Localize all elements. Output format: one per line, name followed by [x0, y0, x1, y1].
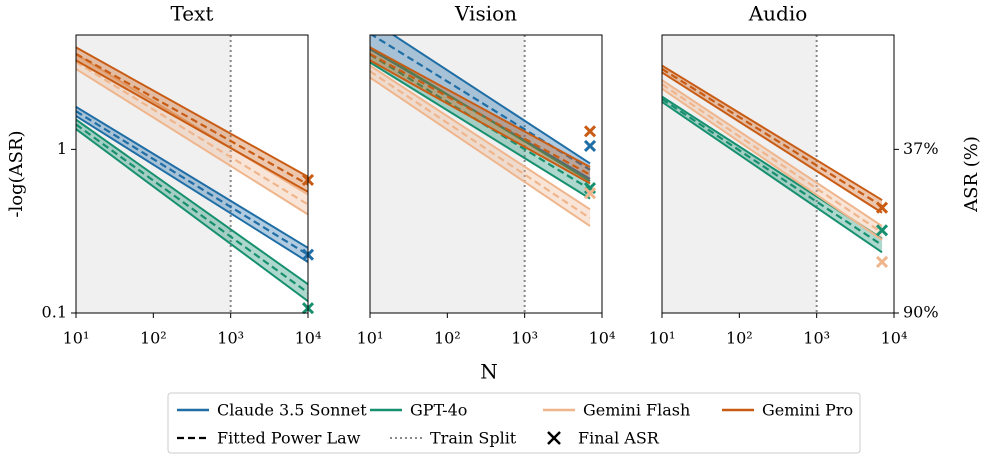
band-edge: [662, 64, 883, 201]
x-tick-label: 10⁴: [295, 329, 322, 348]
axes-frame: [661, 34, 895, 314]
band-edge: [370, 46, 591, 168]
legend-label: Gemini Pro: [762, 401, 853, 420]
final-asr-marker: [875, 255, 889, 269]
x-tick-label: 10⁴: [881, 329, 908, 348]
final-asr-marker: [583, 187, 597, 200]
axes-frame: [369, 34, 603, 314]
band-edge: [370, 61, 591, 200]
final-asr-marker: [583, 139, 597, 152]
fitted-line: [662, 83, 883, 234]
x-tick-label: 10⁴: [589, 329, 616, 348]
confidence-band: [76, 119, 308, 302]
confidence-band: [370, 47, 591, 199]
y-tick-label: 0.1: [42, 303, 67, 322]
y2-tick-label: 90%: [903, 303, 939, 322]
band-edge: [76, 59, 308, 193]
confidence-band: [662, 65, 883, 213]
panel-title: Audio: [748, 2, 808, 26]
band-edge: [76, 118, 308, 286]
legend-label: Train Split: [430, 429, 517, 448]
panel-title: Text: [171, 2, 214, 26]
x-tick-label: 10²: [726, 329, 753, 348]
confidence-band: [662, 80, 883, 240]
x-tick-label: 10¹: [357, 329, 384, 348]
band-edge: [76, 115, 308, 263]
legend-swatch: [547, 431, 561, 445]
plot-area: [76, 35, 308, 313]
y-axis-label: -log(ASR): [6, 130, 27, 217]
legend-box: [167, 392, 861, 454]
plot-area: [662, 35, 883, 313]
legend-label: GPT-4o: [410, 401, 467, 420]
x-tick-label: 10¹: [649, 329, 676, 348]
fitted-line: [370, 53, 591, 191]
band-edge: [662, 71, 883, 214]
band-edge: [662, 79, 883, 227]
band-edge: [370, 59, 591, 185]
legend-label: Fitted Power Law: [217, 429, 361, 448]
fitted-line: [370, 70, 591, 220]
panel-title: Vision: [454, 2, 517, 26]
band-edge: [391, 35, 591, 165]
legend-label: Claude 3.5 Sonnet: [217, 401, 367, 420]
band-edge: [76, 46, 308, 178]
x-tick-label: 10³: [217, 329, 244, 348]
y2-tick-label: 37%: [903, 139, 939, 158]
band-edge: [370, 64, 591, 211]
x-tick-label: 10³: [803, 329, 830, 348]
confidence-band: [76, 106, 308, 262]
plot-area: [370, 35, 591, 313]
final-asr-marker: [875, 224, 889, 237]
x-tick-label: 10³: [511, 329, 538, 348]
fitted-line: [370, 52, 591, 176]
axes-frame: [75, 34, 309, 314]
legend-label: Final ASR: [578, 429, 660, 448]
final-asr-marker: [875, 201, 889, 214]
fitted-line: [662, 98, 883, 247]
band-edge: [76, 128, 308, 303]
x-tick-label: 10¹: [63, 329, 90, 348]
x-axis-label: N: [480, 360, 498, 384]
fitted-line: [76, 110, 308, 256]
y2-axis-label: ASR (%): [961, 136, 982, 213]
final-asr-marker: [583, 125, 597, 138]
x-tick-label: 10²: [140, 329, 167, 348]
fitted-line: [76, 52, 308, 186]
band-edge: [76, 53, 308, 196]
x-tick-label: 10²: [434, 329, 461, 348]
band-edge: [662, 101, 883, 254]
legend-label: Gemini Flash: [583, 401, 690, 420]
y-tick-label: 1: [57, 139, 67, 158]
fitted-line: [76, 61, 308, 206]
band-edge: [76, 105, 308, 249]
fitted-line: [76, 123, 308, 294]
band-edge: [370, 76, 591, 227]
band-edge: [76, 68, 308, 216]
band-edge: [662, 87, 883, 241]
